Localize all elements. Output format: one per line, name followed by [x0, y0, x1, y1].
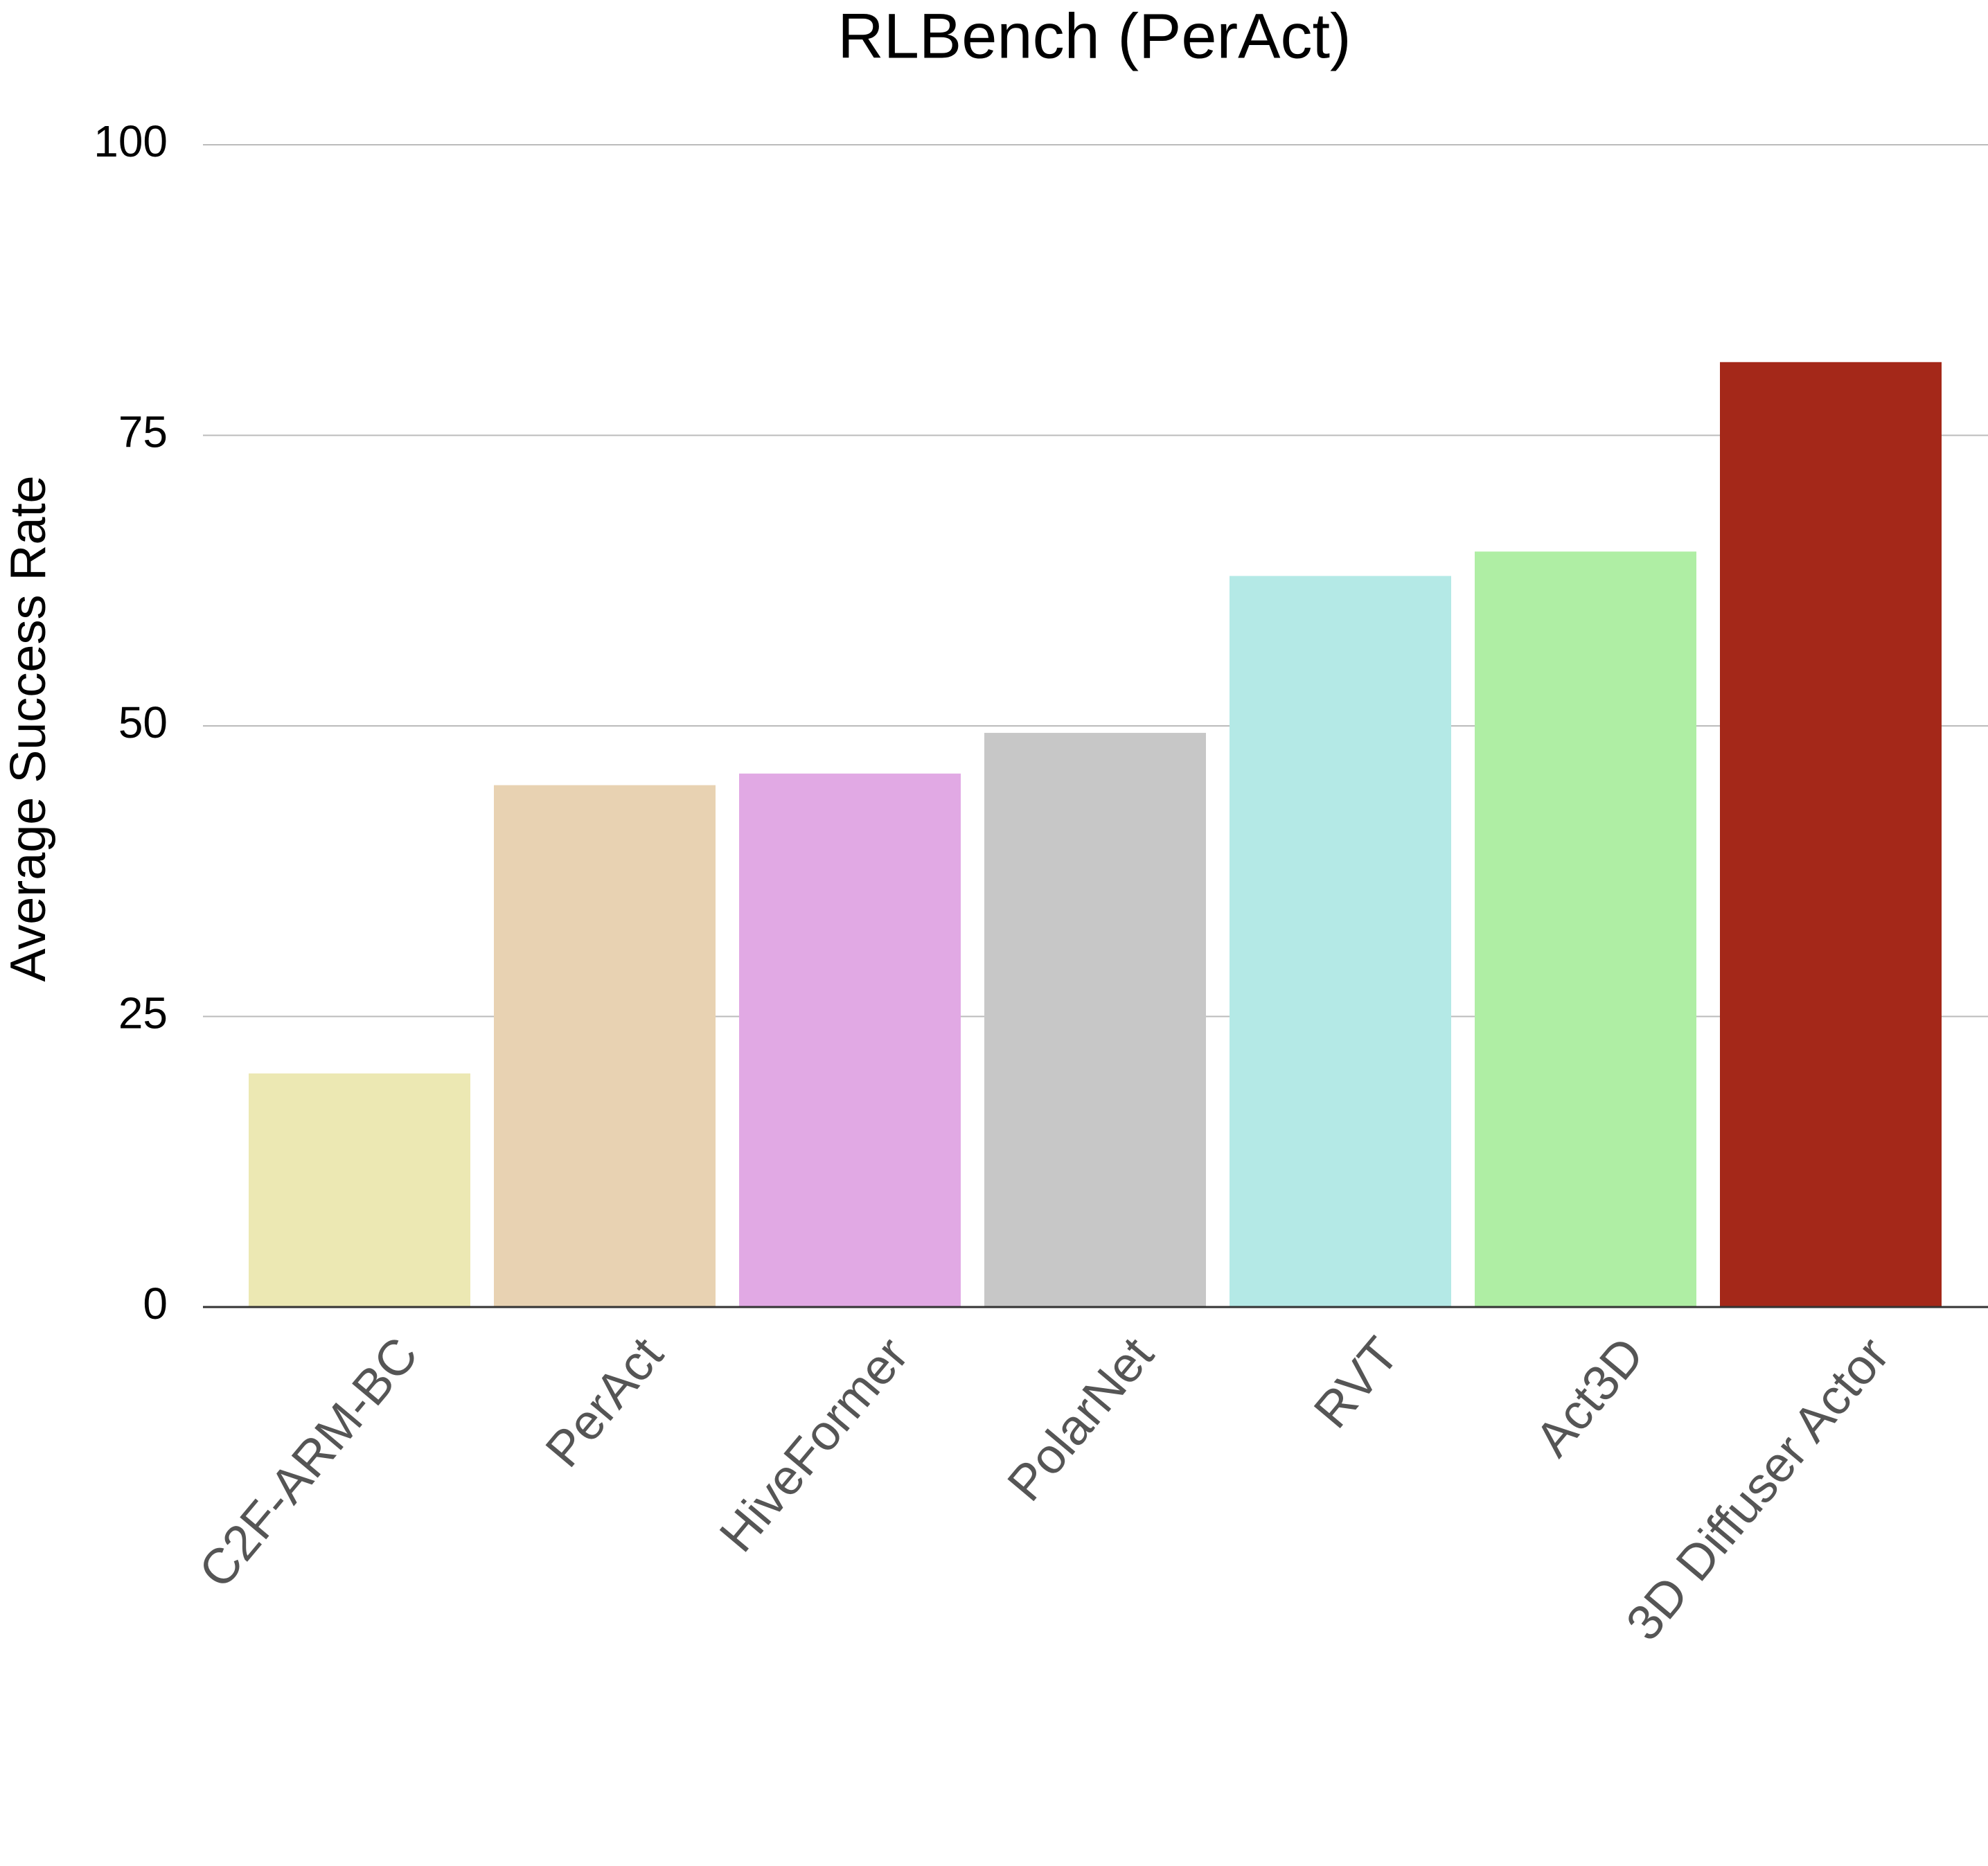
bar: [1720, 362, 1942, 1307]
bar: [1230, 576, 1451, 1307]
x-tick-label: C2F-ARM-BC: [188, 1327, 429, 1599]
bar: [984, 733, 1206, 1307]
x-tick-label: 3D Diffuser Actor: [1616, 1327, 1900, 1651]
x-tick-label: HiveFormer: [709, 1327, 919, 1562]
y-axis-label: Average Success Rate: [1, 475, 56, 981]
y-tick-label: 50: [118, 697, 168, 747]
chart-title: RLBench (PerAct): [837, 1, 1351, 71]
bar: [1475, 551, 1696, 1307]
y-tick-label: 100: [94, 116, 168, 166]
x-tick-label: PerAct: [535, 1327, 674, 1477]
bar: [739, 773, 961, 1307]
bar: [494, 785, 716, 1307]
x-tick-label: Act3D: [1525, 1327, 1655, 1467]
bar: [249, 1073, 470, 1307]
y-tick-label: 75: [118, 407, 168, 456]
y-tick-label: 25: [118, 988, 168, 1038]
y-tick-label: 0: [143, 1279, 168, 1329]
x-tick-label: PolarNet: [997, 1327, 1164, 1511]
x-tick-label: RVT: [1304, 1327, 1410, 1439]
